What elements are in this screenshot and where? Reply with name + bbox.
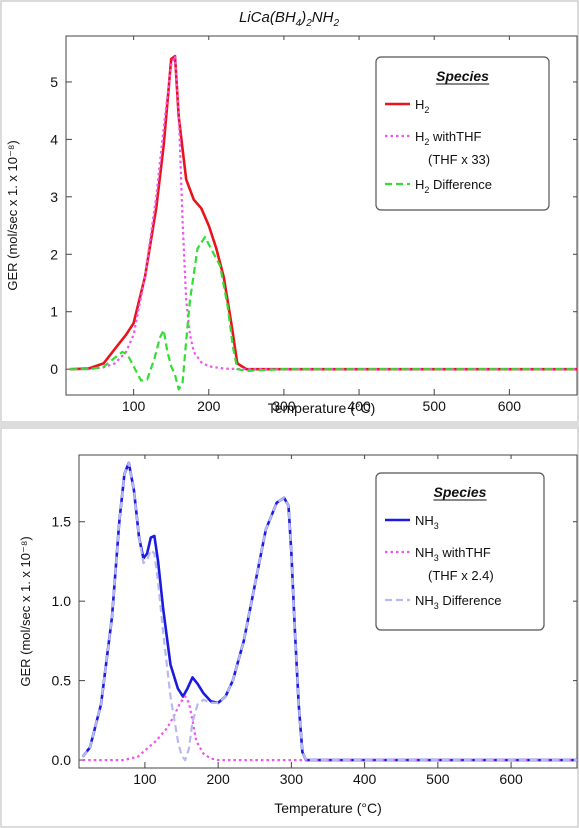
nh3-chart: 100 200 300 400 500 600 0.0 0.5 1.0 1.5 Temperatur… [18,454,578,816]
legend-entry-3: H2 Difference [415,177,492,195]
x-tick-label: 600 [499,771,523,787]
y-tick-label: 1.0 [52,593,72,609]
legend: Species NH3 NH3 withTHF (THF x 2.4) NH3 Diff… [375,472,545,631]
series-line-3 [81,461,577,762]
legend-entry-2: NH3 withTHF [415,545,491,563]
plot-frame [78,454,578,769]
plot-frame [65,35,578,396]
x-tick-label: 300 [280,771,304,787]
y-tick-label: 1 [50,304,58,320]
legend: Species H2 H2 withTHF (THF x 33) H2 Differen… [375,56,550,211]
legend-title: Species [434,484,487,500]
y-tick-label: 2 [50,246,58,262]
x-tick-label: 500 [423,398,447,414]
x-tick-label: 100 [133,771,157,787]
x-tick-label: 400 [353,771,377,787]
series-line-2 [69,55,577,371]
legend-entry-1: H2 [415,97,429,115]
x-axis-label: Temperature (°C) [274,800,382,816]
panel-divider [0,421,579,429]
legend-entry-3: NH3 Difference [415,593,501,611]
x-tick-label: 300 [272,398,296,414]
y-tick-label: 0.0 [52,752,72,768]
legend-entry-2-note: (THF x 2.4) [428,568,494,583]
y-tick-label: 0.5 [52,673,72,689]
legend-box [375,56,550,211]
y-tick-label: 3 [50,189,58,205]
legend-title: Species [436,68,489,84]
figure-title: LiCa(BH4)2NH2 [239,9,339,29]
legend-entry-2: H2 withTHF [415,129,481,147]
series-line-2 [82,695,577,762]
h2-chart: 100 200 300 400 500 600 0 1 2 3 4 5 Temperature (°C)… [5,35,578,416]
x-tick-label: 200 [206,771,230,787]
x-axis-label: Temperature (°C) [268,400,376,416]
y-axis-label: GER (mol/sec x 1. x 10⁻⁸) [18,536,33,686]
series-line-3 [69,235,577,391]
y-tick-label: 5 [50,74,58,90]
legend-box [375,472,545,631]
x-tick-label: 400 [347,398,371,414]
x-tick-label: 500 [426,771,450,787]
y-axis-label: GER (mol/sec x 1. x 10⁻⁸) [5,140,20,290]
legend-entry-1: NH3 [415,513,439,531]
x-tick-label: 600 [498,398,522,414]
x-tick-label: 100 [122,398,146,414]
y-tick-label: 0 [50,361,58,377]
legend-entry-2-note: (THF x 33) [428,152,490,167]
y-tick-label: 4 [50,131,58,147]
y-tick-label: 1.5 [52,514,72,530]
x-tick-label: 200 [197,398,221,414]
